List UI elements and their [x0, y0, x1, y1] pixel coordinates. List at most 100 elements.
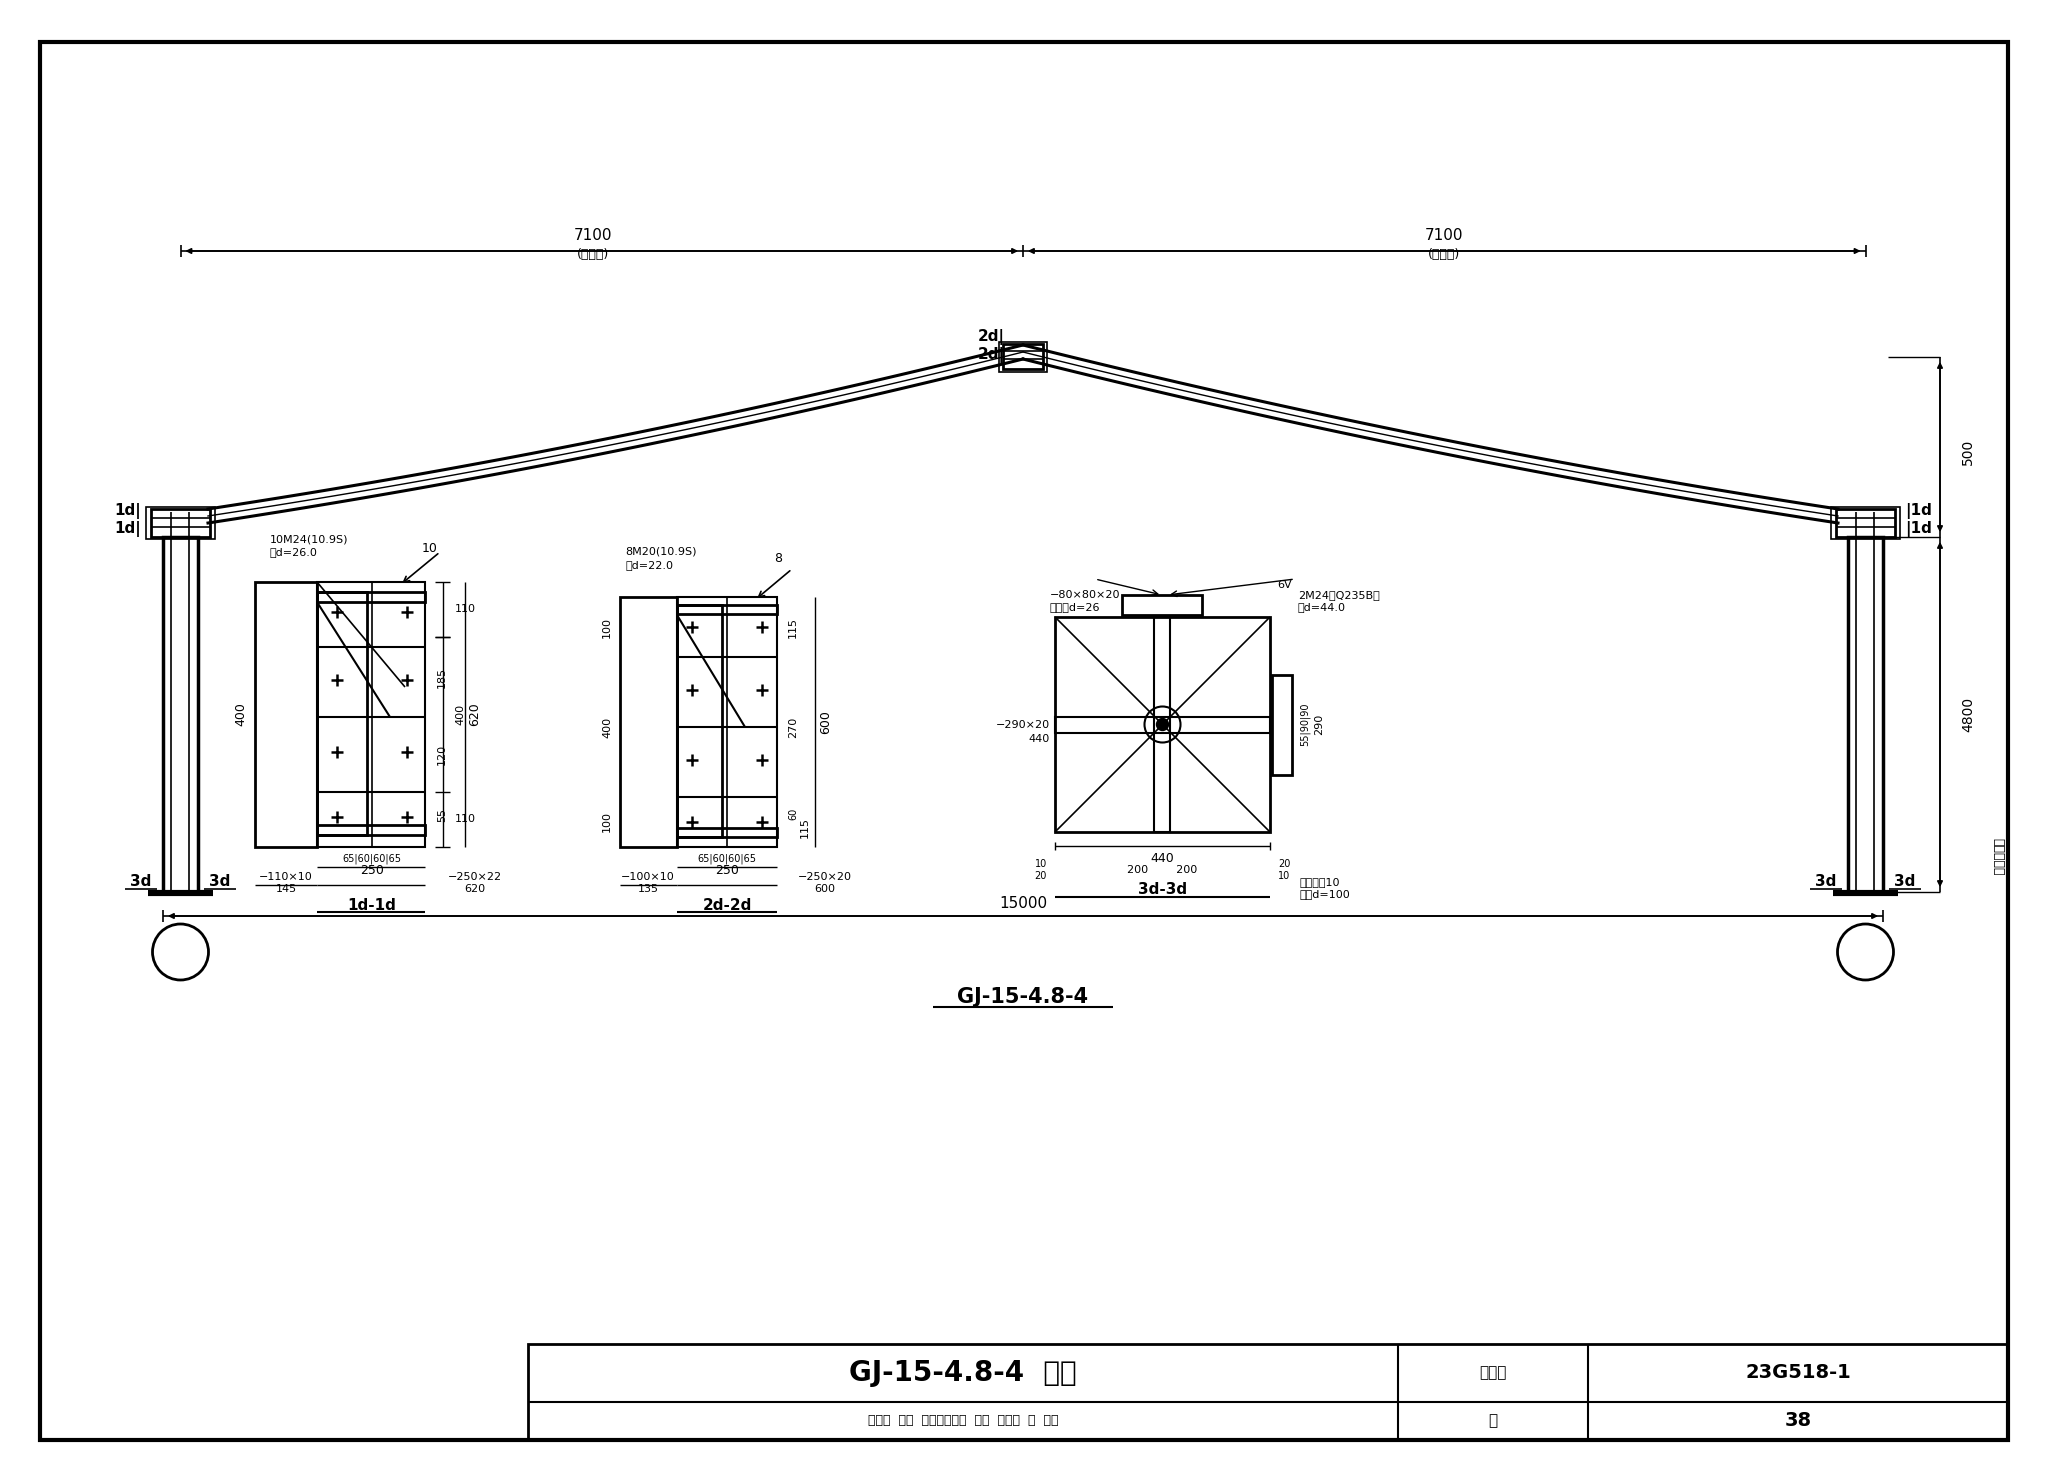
Bar [678, 605, 723, 837]
Text: 2d|: 2d| [977, 347, 1006, 363]
Text: 620: 620 [469, 702, 481, 726]
Text: 2M24（Q235B）: 2M24（Q235B） [1298, 590, 1380, 600]
Bar [1831, 507, 1901, 539]
Text: 65|60|60|65: 65|60|60|65 [698, 854, 756, 864]
Text: 145: 145 [274, 883, 297, 894]
Text: |1d: |1d [1905, 522, 1931, 536]
Text: 2d-2d: 2d-2d [702, 898, 752, 913]
Text: 185: 185 [436, 667, 446, 688]
Text: 270: 270 [788, 716, 799, 738]
Text: 400: 400 [455, 704, 465, 725]
Text: 65|60|60|65: 65|60|60|65 [342, 854, 401, 864]
Bar [1153, 617, 1169, 831]
Text: 3d: 3d [209, 874, 231, 889]
Bar [678, 597, 776, 848]
Bar [678, 605, 776, 614]
Bar [317, 582, 426, 848]
Text: 55: 55 [436, 808, 446, 821]
Text: 290: 290 [1315, 714, 1323, 735]
Text: 7100: 7100 [573, 228, 612, 243]
Text: 7100: 7100 [1425, 228, 1464, 243]
Bar [621, 597, 678, 848]
Text: 3d: 3d [131, 874, 152, 889]
Text: 135: 135 [637, 883, 659, 894]
Bar [164, 536, 199, 892]
Circle shape [1157, 719, 1169, 731]
Text: 孔d=44.0: 孔d=44.0 [1298, 602, 1346, 612]
Bar [317, 591, 367, 834]
Text: 200        200: 200 200 [1126, 865, 1198, 874]
Bar [1272, 674, 1292, 775]
Text: 440: 440 [1028, 734, 1051, 744]
Text: 孔d=22.0: 孔d=22.0 [625, 560, 674, 571]
Text: 250: 250 [360, 864, 383, 877]
Text: 4800: 4800 [1962, 697, 1974, 732]
Text: 23G518-1: 23G518-1 [1745, 1363, 1851, 1383]
Text: 8M20(10.9S): 8M20(10.9S) [625, 547, 696, 557]
Bar [1835, 508, 1894, 536]
Text: 100: 100 [602, 812, 612, 833]
Text: 120: 120 [436, 744, 446, 765]
Text: 55|90|90: 55|90|90 [1300, 702, 1311, 747]
Text: 115: 115 [801, 817, 811, 837]
Text: 15000: 15000 [999, 897, 1047, 911]
Text: (第一段): (第一段) [578, 247, 608, 261]
Text: 500: 500 [1962, 439, 1974, 465]
Text: 400: 400 [602, 716, 612, 738]
Bar [1122, 594, 1202, 615]
Text: |1d: |1d [1905, 502, 1931, 519]
Text: 250: 250 [715, 864, 739, 877]
Text: 审核刘  威讦  威校对田永胜  忆忙  设计彭  浩  彭涟: 审核刘 威讦 威校对田永胜 忆忙 设计彭 浩 彭涟 [868, 1414, 1059, 1427]
Text: 620: 620 [465, 883, 485, 894]
Text: 基础顶标高: 基础顶标高 [1991, 839, 2005, 876]
Text: 38: 38 [1784, 1411, 1812, 1430]
Text: 6V: 6V [1278, 579, 1292, 590]
Text: 10
20: 10 20 [1034, 860, 1047, 880]
Bar [317, 591, 426, 602]
Text: (第一段): (第一段) [1427, 247, 1460, 261]
Text: 600: 600 [815, 883, 836, 894]
Bar [999, 342, 1047, 372]
Bar [1055, 717, 1270, 734]
Text: 长度d=100: 长度d=100 [1300, 889, 1352, 900]
Text: 垫板孔d=26: 垫板孔d=26 [1051, 602, 1100, 612]
Text: GJ-15-4.8-4: GJ-15-4.8-4 [956, 987, 1090, 1006]
Text: 440: 440 [1151, 852, 1174, 864]
Text: 页: 页 [1489, 1414, 1497, 1429]
Text: 2d|: 2d| [977, 329, 1006, 345]
Bar [1847, 536, 1882, 892]
Bar [678, 828, 776, 837]
Bar [152, 508, 211, 536]
Text: 1d|: 1d| [115, 522, 141, 536]
Text: 1d|: 1d| [115, 502, 141, 519]
Text: 110: 110 [455, 605, 475, 615]
Text: 400: 400 [233, 702, 248, 726]
Text: 60: 60 [788, 808, 799, 820]
Bar [1055, 617, 1270, 831]
Text: −110×10: −110×10 [260, 871, 313, 882]
Text: −80×80×20: −80×80×20 [1051, 590, 1120, 600]
Text: 3d: 3d [1815, 874, 1837, 889]
Bar [256, 582, 317, 848]
Bar [145, 507, 215, 539]
Text: −100×10: −100×10 [621, 871, 676, 882]
Text: GJ-15-4.8-4  详图: GJ-15-4.8-4 详图 [850, 1359, 1077, 1387]
Text: 8: 8 [774, 553, 782, 566]
Text: 图集号: 图集号 [1479, 1365, 1507, 1381]
Text: −290×20: −290×20 [995, 719, 1051, 729]
Bar [1004, 344, 1042, 369]
Text: 10M24(10.9S): 10M24(10.9S) [270, 534, 348, 544]
Text: 100: 100 [602, 617, 612, 637]
Text: 10: 10 [422, 542, 438, 556]
Text: −250×22: −250×22 [449, 871, 502, 882]
Text: 3d: 3d [1894, 874, 1915, 889]
Text: −250×20: −250×20 [799, 871, 852, 882]
Bar [528, 1344, 2007, 1441]
Text: 孔d=26.0: 孔d=26.0 [270, 547, 317, 557]
Text: 110: 110 [455, 815, 475, 824]
Bar [317, 825, 426, 834]
Text: 115: 115 [788, 617, 799, 637]
Text: 600: 600 [819, 710, 831, 734]
Text: 抗剪键工10: 抗剪键工10 [1300, 877, 1341, 888]
Text: 3d-3d: 3d-3d [1139, 882, 1188, 898]
